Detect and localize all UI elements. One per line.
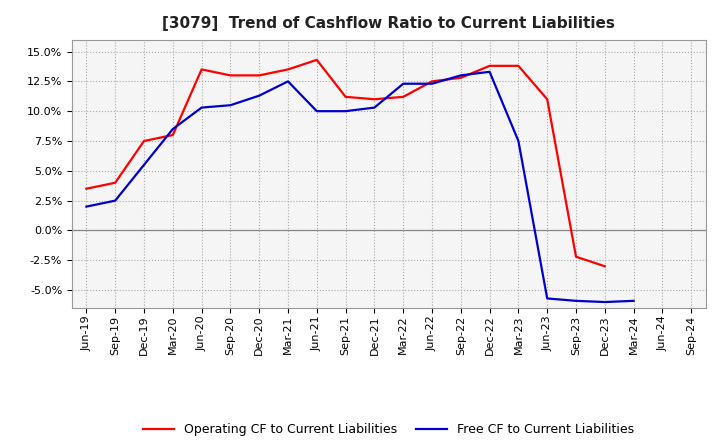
Free CF to Current Liabilities: [428, 81, 436, 86]
Free CF to Current Liabilities: [485, 69, 494, 74]
Free CF to Current Liabilities: [284, 79, 292, 84]
Free CF to Current Liabilities: [456, 73, 465, 78]
Legend: Operating CF to Current Liabilities, Free CF to Current Liabilities: Operating CF to Current Liabilities, Fre…: [138, 418, 639, 440]
Title: [3079]  Trend of Cashflow Ratio to Current Liabilities: [3079] Trend of Cashflow Ratio to Curren…: [163, 16, 615, 32]
Free CF to Current Liabilities: [111, 198, 120, 203]
Operating CF to Current Liabilities: [140, 138, 148, 143]
Line: Free CF to Current Liabilities: Free CF to Current Liabilities: [86, 72, 634, 302]
Operating CF to Current Liabilities: [543, 97, 552, 102]
Free CF to Current Liabilities: [543, 296, 552, 301]
Operating CF to Current Liabilities: [82, 186, 91, 191]
Operating CF to Current Liabilities: [341, 94, 350, 99]
Free CF to Current Liabilities: [197, 105, 206, 110]
Free CF to Current Liabilities: [255, 93, 264, 98]
Free CF to Current Liabilities: [399, 81, 408, 86]
Free CF to Current Liabilities: [514, 138, 523, 143]
Operating CF to Current Liabilities: [197, 67, 206, 72]
Operating CF to Current Liabilities: [399, 94, 408, 99]
Operating CF to Current Liabilities: [255, 73, 264, 78]
Free CF to Current Liabilities: [82, 204, 91, 209]
Operating CF to Current Liabilities: [168, 132, 177, 138]
Operating CF to Current Liabilities: [370, 97, 379, 102]
Operating CF to Current Liabilities: [284, 67, 292, 72]
Operating CF to Current Liabilities: [312, 57, 321, 62]
Free CF to Current Liabilities: [629, 298, 638, 304]
Free CF to Current Liabilities: [312, 109, 321, 114]
Operating CF to Current Liabilities: [600, 264, 609, 269]
Operating CF to Current Liabilities: [485, 63, 494, 69]
Operating CF to Current Liabilities: [572, 254, 580, 259]
Free CF to Current Liabilities: [370, 105, 379, 110]
Operating CF to Current Liabilities: [428, 79, 436, 84]
Free CF to Current Liabilities: [168, 126, 177, 132]
Operating CF to Current Liabilities: [111, 180, 120, 185]
Operating CF to Current Liabilities: [456, 75, 465, 81]
Line: Operating CF to Current Liabilities: Operating CF to Current Liabilities: [86, 60, 605, 266]
Free CF to Current Liabilities: [341, 109, 350, 114]
Operating CF to Current Liabilities: [226, 73, 235, 78]
Free CF to Current Liabilities: [226, 103, 235, 108]
Free CF to Current Liabilities: [572, 298, 580, 304]
Free CF to Current Liabilities: [600, 299, 609, 304]
Operating CF to Current Liabilities: [514, 63, 523, 69]
Free CF to Current Liabilities: [140, 162, 148, 168]
